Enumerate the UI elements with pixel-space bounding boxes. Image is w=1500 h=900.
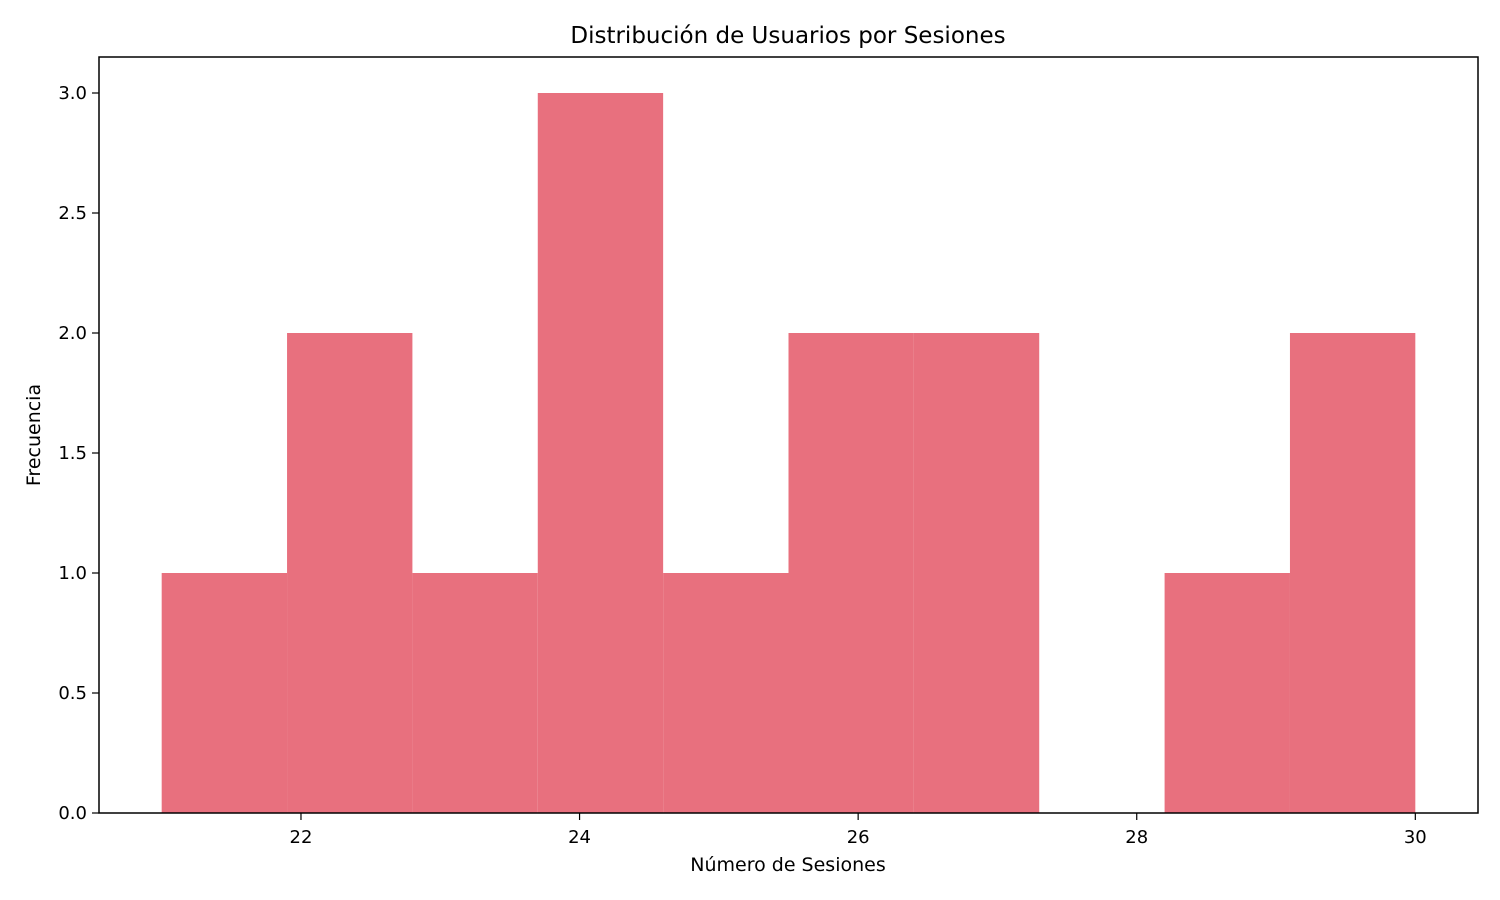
y-tick-label: 3.0 bbox=[58, 83, 87, 104]
x-tick-label: 24 bbox=[568, 827, 591, 848]
y-tick-label: 2.5 bbox=[58, 203, 87, 224]
x-tick-label: 22 bbox=[290, 827, 313, 848]
x-axis-ticks: 22 24 26 28 30 bbox=[290, 813, 1427, 848]
x-tick-label: 26 bbox=[847, 827, 870, 848]
plot-frame bbox=[98, 56, 1479, 814]
histogram-bar bbox=[161, 573, 288, 813]
chart-title: Distribución de Usuarios por Sesiones bbox=[570, 23, 1005, 49]
y-tick-label: 1.0 bbox=[58, 563, 87, 584]
x-tick-label: 30 bbox=[1404, 827, 1427, 848]
x-tick-label: 28 bbox=[1125, 827, 1148, 848]
y-tick-label: 2.0 bbox=[58, 323, 87, 344]
histogram-bar bbox=[913, 333, 1040, 813]
histogram-bar bbox=[287, 333, 413, 813]
y-tick-label: 0.5 bbox=[58, 683, 87, 704]
histogram-bar bbox=[537, 93, 664, 813]
histogram-bar bbox=[1289, 333, 1416, 813]
histogram-bar bbox=[412, 573, 538, 813]
x-axis-label: Número de Sesiones bbox=[690, 854, 885, 876]
histogram-bar bbox=[663, 573, 789, 813]
y-tick-label: 0.0 bbox=[58, 803, 87, 824]
y-axis-label: Frecuencia bbox=[23, 384, 45, 486]
y-axis-ticks: 0.0 0.5 1.0 1.5 2.0 2.5 3.0 bbox=[58, 83, 99, 824]
histogram-bars bbox=[161, 93, 1416, 813]
histogram-bar bbox=[788, 333, 914, 813]
y-tick-label: 1.5 bbox=[58, 443, 87, 464]
histogram-bar bbox=[1164, 573, 1290, 813]
